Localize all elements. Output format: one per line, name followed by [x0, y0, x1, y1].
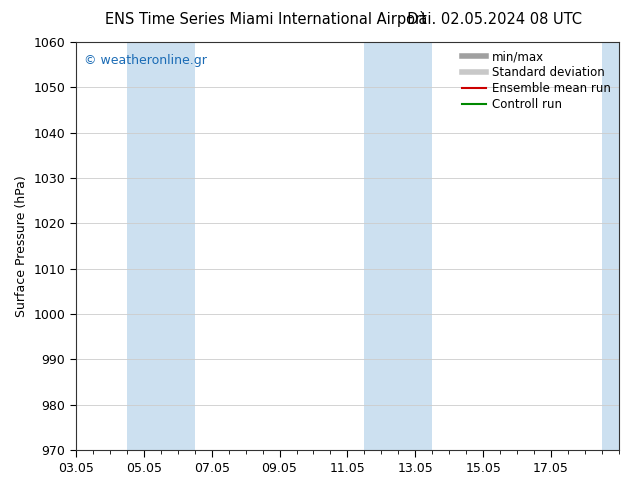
- Text: Đài. 02.05.2024 08 UTC: Đài. 02.05.2024 08 UTC: [407, 12, 582, 27]
- Bar: [365, 42, 432, 450]
- Legend: min/max, Standard deviation, Ensemble mean run, Controll run: min/max, Standard deviation, Ensemble me…: [458, 46, 616, 116]
- Bar: [602, 42, 619, 450]
- Text: ENS Time Series Miami International Airport: ENS Time Series Miami International Airp…: [105, 12, 427, 27]
- Text: © weatheronline.gr: © weatheronline.gr: [84, 54, 207, 67]
- Bar: [127, 42, 195, 450]
- Y-axis label: Surface Pressure (hPa): Surface Pressure (hPa): [15, 175, 28, 317]
